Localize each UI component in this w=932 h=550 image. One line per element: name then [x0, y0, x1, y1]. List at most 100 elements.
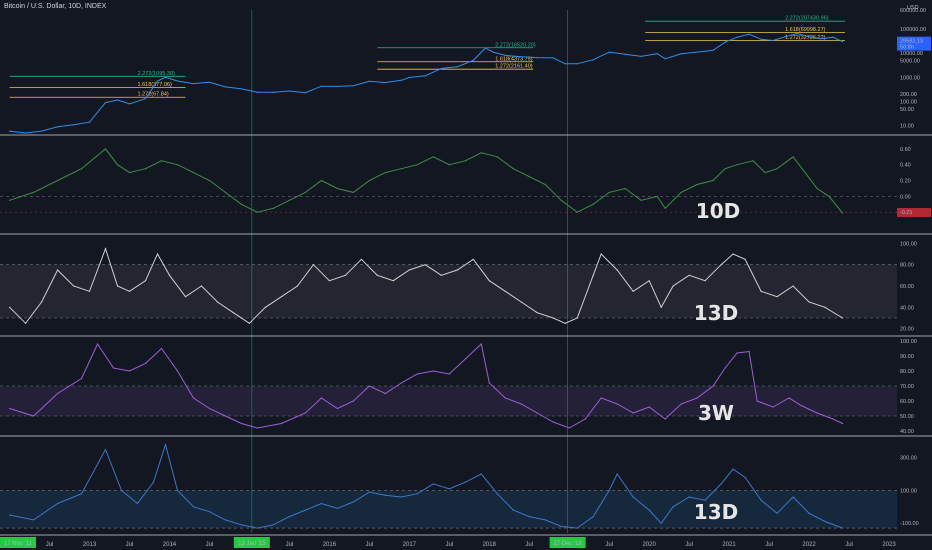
data-point [32, 519, 35, 521]
data-point [704, 499, 706, 501]
data-point [240, 422, 243, 425]
time-tick-label: 2017 [403, 542, 417, 548]
data-point [624, 53, 626, 55]
data-point [660, 306, 662, 308]
time-tick-label: Jul [366, 542, 374, 548]
time-tick-label: Jul [845, 542, 853, 548]
data-point [656, 53, 658, 55]
data-point [564, 63, 566, 65]
data-point [584, 418, 586, 420]
data-point [552, 57, 554, 59]
y-tick-label: 60.00 [900, 399, 914, 405]
data-point [184, 296, 187, 298]
data-point [456, 269, 458, 271]
y-tick-label: 100.00 [900, 241, 917, 247]
data-point [352, 191, 354, 194]
data-point [416, 373, 418, 375]
data-point [400, 382, 402, 384]
data-point [192, 172, 195, 174]
data-point [796, 32, 798, 35]
data-point [336, 187, 338, 190]
panel-label: 13D [694, 301, 738, 325]
time-tick-label: 2022 [802, 542, 816, 548]
data-point [464, 358, 466, 360]
data-point [144, 362, 147, 365]
band-4 [0, 490, 897, 529]
data-point [304, 92, 306, 94]
data-point [352, 400, 354, 402]
data-point [464, 481, 466, 483]
data-point [192, 397, 195, 399]
y-axis-bg [897, 338, 932, 434]
data-point [704, 280, 706, 282]
data-point [792, 156, 794, 158]
data-point [736, 164, 738, 166]
data-point [56, 392, 59, 395]
data-point [96, 343, 99, 345]
data-point [336, 85, 338, 88]
data-point [448, 373, 450, 375]
data-point [368, 385, 370, 387]
data-point [842, 41, 844, 43]
y-tick-label: 0.40 [900, 163, 911, 169]
data-point [560, 525, 562, 528]
data-point [400, 168, 402, 170]
fib-level-label: 2.272(1095.38) [138, 71, 175, 77]
data-point [272, 207, 275, 209]
y-tick-label: 10000.00 [900, 51, 923, 57]
data-point [56, 269, 59, 271]
time-tick-label: 2013 [83, 542, 97, 548]
data-point [480, 343, 482, 345]
y-tick-label: 0.60 [900, 147, 911, 153]
data-point [352, 85, 354, 87]
data-point [264, 306, 267, 308]
data-point [424, 75, 426, 77]
data-point [432, 370, 434, 372]
data-point [120, 489, 123, 492]
data-point [712, 49, 714, 51]
data-point [192, 506, 195, 508]
data-point [664, 418, 666, 420]
data-point [232, 312, 235, 314]
time-tick-label: Jul [605, 542, 613, 548]
data-point [520, 56, 522, 58]
y-tick-label: 100.00 [900, 488, 917, 494]
chart-title: Bitcoin / U.S. Dollar, 10D, INDEX [4, 3, 107, 10]
data-point [256, 211, 259, 213]
data-point [608, 489, 610, 492]
y-tick-label: 0.00 [900, 194, 911, 200]
data-point [144, 98, 147, 100]
time-marker-label: 13 Jan '15 [238, 541, 266, 547]
time-axis-bg [0, 536, 932, 550]
data-point [104, 102, 107, 104]
data-point [160, 347, 163, 350]
data-point [608, 191, 610, 194]
data-point [696, 51, 698, 53]
data-point [552, 421, 554, 423]
time-tick-label: 2014 [163, 542, 177, 548]
data-point [304, 191, 306, 194]
series-line-10D [9, 148, 843, 214]
y-tick-label: 60.00 [900, 284, 914, 290]
data-point [672, 285, 674, 287]
last-value-sub: 5d 8h [900, 45, 914, 51]
data-point [608, 51, 610, 53]
panel-4: 300.00 100.00 -100.00 13D [0, 438, 932, 536]
data-point [128, 172, 131, 174]
data-point [280, 422, 283, 425]
data-point [248, 322, 251, 324]
band-3 [0, 386, 897, 416]
data-point [312, 264, 314, 266]
time-tick-label: Jul [206, 542, 214, 548]
data-point [564, 322, 566, 324]
data-point [616, 473, 618, 475]
data-point [842, 527, 844, 529]
data-point [320, 502, 322, 505]
time-tick-label: Jul [765, 542, 773, 548]
fib-level-label: 1.272(32726.22) [785, 35, 826, 41]
data-point [116, 99, 119, 101]
data-point [216, 301, 219, 303]
y-tick-label: 50.00 [900, 107, 914, 113]
time-marker-label: 27 Dec '18 [553, 541, 582, 547]
